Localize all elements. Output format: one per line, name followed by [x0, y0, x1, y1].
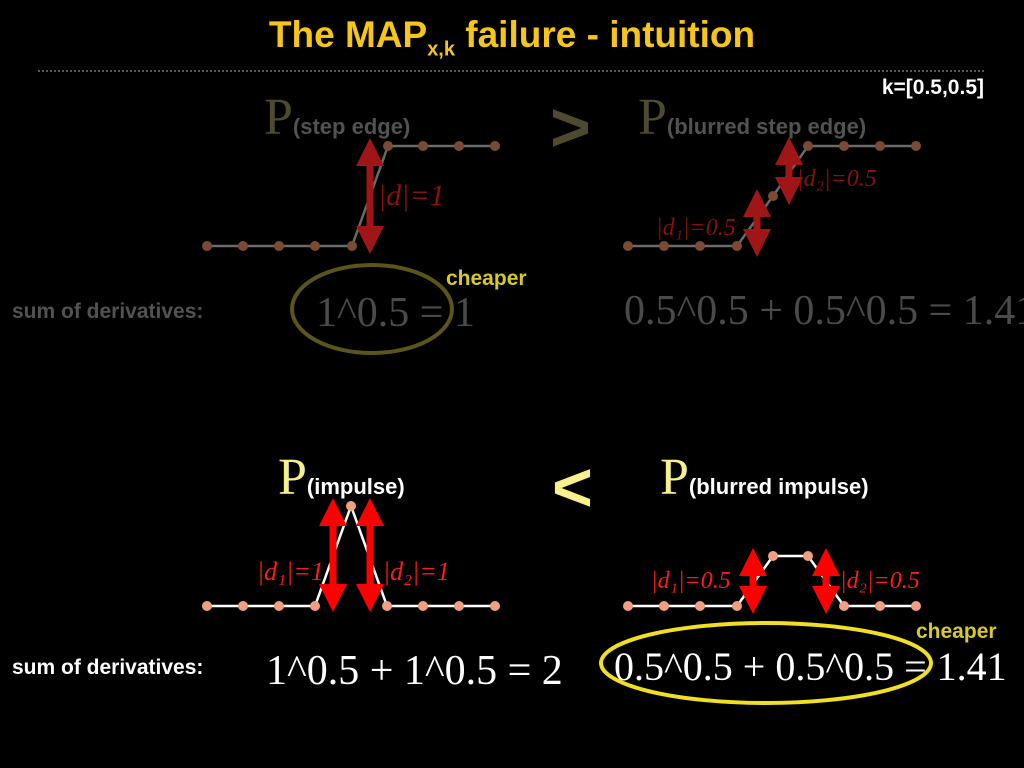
- top-right-prob-label: P(blurred step edge): [638, 88, 866, 147]
- title-divider: [38, 70, 984, 72]
- derivative-label-d2: |d₂|=1: [383, 557, 450, 586]
- derivative-label-d1: |d₁|=0.5: [651, 568, 731, 594]
- blurred-impulse-signal: [623, 551, 921, 611]
- prob-symbol: P: [278, 449, 307, 506]
- title-main: The MAP: [268, 14, 428, 55]
- top-relation-symbol: >: [550, 88, 591, 166]
- prob-argument: (impulse): [306, 474, 405, 499]
- step-edge-signal: [202, 141, 500, 251]
- prob-symbol: P: [264, 89, 293, 146]
- derivative-label-d1: |d₁|=0.5: [656, 215, 736, 241]
- prob-argument: (step edge): [292, 114, 411, 139]
- bottom-right-equation: 0.5^0.5 + 0.5^0.5 = 1.41: [614, 644, 1007, 689]
- prob-symbol: P: [660, 449, 689, 506]
- title-subscript: x,k: [427, 38, 455, 61]
- bottom-left-prob-label: P(impulse): [278, 448, 405, 507]
- prob-argument: (blurred impulse): [688, 474, 869, 499]
- bottom-sum-label: sum of derivatives:: [12, 656, 204, 679]
- impulse-signal: [202, 501, 500, 611]
- title-rest: failure - intuition: [455, 14, 756, 55]
- bottom-left-equation: 1^0.5 + 1^0.5 = 2: [266, 648, 563, 694]
- derivative-label-d1: |d₁|=1: [257, 557, 324, 586]
- cheaper-highlight-ellipse: [290, 263, 454, 355]
- prob-argument: (blurred step edge): [666, 114, 867, 139]
- k-parameter: k=[0.5,0.5]: [881, 76, 984, 99]
- cheaper-highlight-ellipse: [599, 621, 933, 705]
- bottom-cheaper-label: cheaper: [916, 620, 997, 643]
- slide-title: The MAPx,k failure - intuition: [0, 14, 1024, 61]
- top-left-prob-label: P(step edge): [264, 88, 410, 147]
- top-sum-label: sum of derivatives:: [12, 300, 204, 323]
- bottom-right-prob-label: P(blurred impulse): [660, 448, 869, 507]
- top-left-equation: 1^0.5 = 1: [316, 290, 475, 336]
- derivative-label-d2: |d₂|=0.5: [797, 166, 877, 192]
- bottom-relation-symbol: <: [552, 448, 593, 526]
- top-right-equation: 0.5^0.5 + 0.5^0.5 = 1.41: [624, 288, 1024, 334]
- top-cheaper-label: cheaper: [446, 267, 527, 290]
- prob-symbol: P: [638, 89, 667, 146]
- derivative-label: |d|=1: [378, 179, 445, 212]
- derivative-label-d2: |d₂|=0.5: [840, 568, 920, 594]
